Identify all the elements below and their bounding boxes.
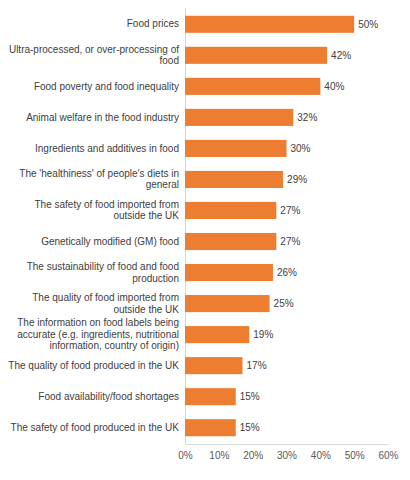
- y-tick-label: Genetically modified (GM) food: [41, 236, 179, 247]
- y-tick-label-line: The safety of food imported from: [34, 199, 179, 210]
- x-tick: 50%: [345, 444, 365, 461]
- y-tick-label: The quality of food produced in the UK: [8, 360, 179, 371]
- y-tick-label-line: Ingredients and additives in food: [35, 143, 179, 154]
- y-tick-label: Animal welfare in the food industry: [26, 112, 179, 123]
- y-tick-label: Food poverty and food inequality: [34, 81, 179, 92]
- x-tick-label: 50%: [345, 450, 365, 461]
- bar: [185, 202, 276, 219]
- data-label: 30%: [291, 143, 311, 154]
- y-tick-label-line: general: [146, 179, 179, 190]
- y-tick: The safety of food imported fromoutside …: [34, 199, 185, 222]
- bar: [185, 419, 236, 436]
- data-label: 26%: [277, 267, 297, 278]
- chart: 0% 10% 20% 30% 40% 50% 60% Food prices Ultra-pro…: [0, 0, 410, 480]
- y-tick: Animal welfare in the food industry: [26, 112, 185, 123]
- y-tick-label: The safety of food produced in the UK: [11, 422, 180, 433]
- x-tick-label: 0%: [178, 450, 193, 461]
- data-label: 40%: [324, 81, 344, 92]
- y-tick-label-line: food: [160, 55, 179, 66]
- x-tick: 0%: [178, 444, 193, 461]
- plot: 0% 10% 20% 30% 40% 50% 60% Food prices Ultra-pro…: [8, 9, 398, 462]
- y-tick: Food prices: [127, 18, 185, 29]
- y-tick-label-line: The quality of food produced in the UK: [8, 360, 179, 371]
- y-tick-label-line: outside the UK: [113, 304, 179, 315]
- y-tick: The sustainability of food and foodprodu…: [27, 261, 185, 284]
- x-tick-label: 40%: [311, 450, 331, 461]
- bar: [185, 233, 276, 250]
- y-tick-label-line: Genetically modified (GM) food: [41, 236, 179, 247]
- y-tick-label-line: Food prices: [127, 18, 179, 29]
- data-label: 25%: [274, 298, 294, 309]
- data-label: 32%: [297, 112, 317, 123]
- x-tick: 60%: [378, 444, 398, 461]
- y-tick-label-line: accurate (e.g. ingredients, nutritional: [17, 329, 179, 340]
- bar: [185, 326, 249, 343]
- y-tick-label-line: information, country of origin): [49, 340, 179, 351]
- y-tick-label-line: The quality of food imported from: [32, 292, 179, 303]
- y-tick: The safety of food produced in the UK: [11, 422, 185, 433]
- bar: [185, 47, 327, 64]
- y-tick-label-line: The safety of food produced in the UK: [11, 422, 180, 433]
- x-tick-label: 30%: [277, 450, 297, 461]
- bars: [185, 16, 354, 436]
- bar: [185, 295, 270, 312]
- y-tick-label-line: production: [132, 272, 179, 283]
- y-tick-label-line: outside the UK: [113, 210, 179, 221]
- bar: [185, 264, 273, 281]
- y-tick-label: Food availability/food shortages: [38, 391, 179, 402]
- data-label: 42%: [331, 50, 351, 61]
- bar: [185, 16, 354, 33]
- x-axis: 0% 10% 20% 30% 40% 50% 60%: [178, 444, 398, 461]
- y-tick: Food poverty and food inequality: [34, 81, 185, 92]
- y-tick: Ingredients and additives in food: [35, 143, 185, 154]
- data-label: 19%: [253, 329, 273, 340]
- bar: [185, 140, 287, 157]
- y-axis: Food prices Ultra-processed, or over-proc…: [8, 9, 185, 445]
- y-tick: The 'healthiness' of people's diets inge…: [19, 168, 185, 191]
- y-tick: Food availability/food shortages: [38, 391, 185, 402]
- y-tick-label-line: The information on food labels being: [17, 317, 179, 328]
- data-label: 27%: [280, 236, 300, 247]
- bar: [185, 388, 236, 405]
- data-labels: 50% 42% 40% 32% 30% 29% 27% 27% 26% 25% 19% 17% 15% 1…: [240, 19, 379, 433]
- x-tick-label: 10%: [209, 450, 229, 461]
- y-tick-label-line: Ultra-processed, or over-processing of: [9, 44, 179, 55]
- y-tick: The quality of food produced in the UK: [8, 360, 185, 371]
- y-tick-label-line: Food poverty and food inequality: [34, 81, 179, 92]
- y-tick-label-line: The 'healthiness' of people's diets in: [19, 168, 179, 179]
- bar: [185, 78, 320, 95]
- x-axis-line: [186, 444, 389, 445]
- y-tick-label-line: Food availability/food shortages: [38, 391, 179, 402]
- y-tick-label-line: The sustainability of food and food: [27, 261, 179, 272]
- x-tick-label: 60%: [378, 450, 398, 461]
- data-label: 29%: [287, 174, 307, 185]
- y-tick-label: The quality of food imported fromoutside…: [32, 292, 179, 315]
- y-tick-label: The sustainability of food and foodprodu…: [27, 261, 179, 284]
- bar: [185, 171, 283, 188]
- y-tick: Ultra-processed, or over-processing offo…: [9, 44, 185, 67]
- y-axis-line: [185, 9, 186, 445]
- data-label: 17%: [247, 360, 267, 371]
- x-tick: 10%: [209, 444, 229, 461]
- y-tick: The information on food labels beingaccu…: [17, 317, 185, 351]
- data-label: 15%: [240, 391, 260, 402]
- x-tick: 40%: [311, 444, 331, 461]
- y-tick-label: The safety of food imported fromoutside …: [34, 199, 179, 222]
- bar: [185, 109, 293, 126]
- y-tick-label: The information on food labels beingaccu…: [17, 317, 179, 351]
- y-tick: Genetically modified (GM) food: [41, 236, 185, 247]
- bar: [185, 357, 243, 374]
- y-tick-label: Ingredients and additives in food: [35, 143, 179, 154]
- y-tick: The quality of food imported fromoutside…: [32, 292, 185, 315]
- data-label: 27%: [280, 205, 300, 216]
- x-tick-label: 20%: [243, 450, 263, 461]
- y-tick-label-line: Animal welfare in the food industry: [26, 112, 179, 123]
- y-tick-label: Ultra-processed, or over-processing offo…: [9, 44, 179, 67]
- x-tick: 30%: [277, 444, 297, 461]
- x-tick: 20%: [243, 444, 263, 461]
- data-label: 50%: [358, 19, 378, 30]
- y-tick-label: The 'healthiness' of people's diets inge…: [19, 168, 179, 191]
- y-tick-label: Food prices: [127, 18, 179, 29]
- data-label: 15%: [240, 422, 260, 433]
